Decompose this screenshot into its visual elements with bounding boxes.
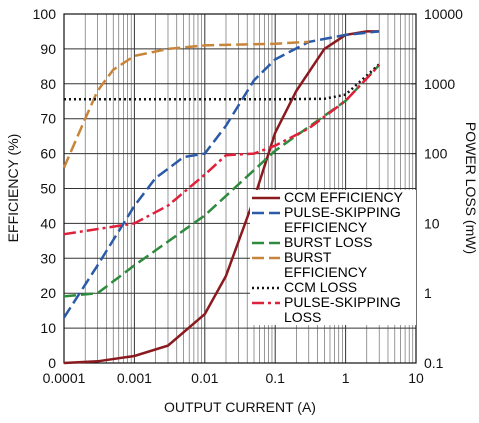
legend: CCM EFFICIENCY PULSE-SKIPPING EFFICIENCY B…	[250, 190, 416, 325]
x-tick-label: 10	[408, 370, 424, 386]
x-tick-label: 0.001	[117, 370, 152, 386]
x-tick-label: 1	[342, 370, 350, 386]
legend-swatch	[252, 301, 280, 305]
legend-label: PULSE-SKIPPING EFFICIENCY	[284, 204, 401, 235]
legend-item: CCM LOSS	[250, 280, 416, 295]
legend-item: CCM EFFICIENCY	[250, 190, 416, 205]
legend-swatch	[252, 196, 280, 200]
series-line	[64, 63, 381, 101]
y-tick-label: 100	[33, 6, 57, 22]
legend-swatch	[252, 211, 280, 215]
y-tick-label: 40	[40, 215, 56, 231]
legend-item: PULSE-SKIPPING EFFICIENCY	[250, 205, 416, 235]
legend-item: PULSE-SKIPPING LOSS	[250, 295, 416, 325]
y2-tick-label: 1000	[424, 76, 455, 92]
y-tick-label: 30	[40, 250, 56, 266]
y-tick-label: 80	[40, 76, 56, 92]
y2-tick-label: 10	[424, 215, 440, 231]
y2-tick-label: 100	[424, 146, 448, 162]
legend-label: CCM LOSS	[284, 279, 358, 295]
legend-label: BURST EFFICIENCY	[284, 249, 368, 280]
y2-tick-label: 10000	[424, 6, 463, 22]
legend-swatch	[252, 286, 280, 290]
x-tick-label: 0.01	[191, 370, 218, 386]
y2-tick-label: 1	[424, 285, 432, 301]
legend-item: BURST EFFICIENCY	[250, 250, 416, 280]
y-tick-label: 10	[40, 320, 56, 336]
series-line	[63, 64, 381, 298]
legend-swatch	[252, 241, 280, 245]
y-tick-label: 70	[40, 111, 56, 127]
y-tick-label: 90	[40, 41, 56, 57]
y2-tick-label: 0.1	[424, 355, 444, 371]
legend-label: PULSE-SKIPPING LOSS	[284, 294, 401, 325]
series-line	[63, 64, 381, 236]
x-tick-label: 0.1	[265, 370, 285, 386]
y-axis-label: EFFICIENCY (%)	[5, 134, 21, 243]
legend-swatch	[252, 256, 280, 260]
legend-item: BURST LOSS	[250, 235, 416, 250]
legend-label: CCM EFFICIENCY	[284, 189, 403, 205]
x-tick-label: 0.0001	[43, 370, 86, 386]
y-tick-label: 50	[40, 181, 56, 197]
series-line	[62, 30, 380, 319]
y-tick-label: 20	[40, 285, 56, 301]
y-tick-label: 0	[48, 355, 56, 371]
y-tick-label: 60	[40, 146, 56, 162]
y2-axis-label: POWER LOSS (mW)	[463, 122, 479, 254]
plot-frame	[63, 13, 417, 364]
legend-label: BURST LOSS	[284, 234, 373, 250]
x-axis-label: OUTPUT CURRENT (A)	[164, 399, 316, 415]
